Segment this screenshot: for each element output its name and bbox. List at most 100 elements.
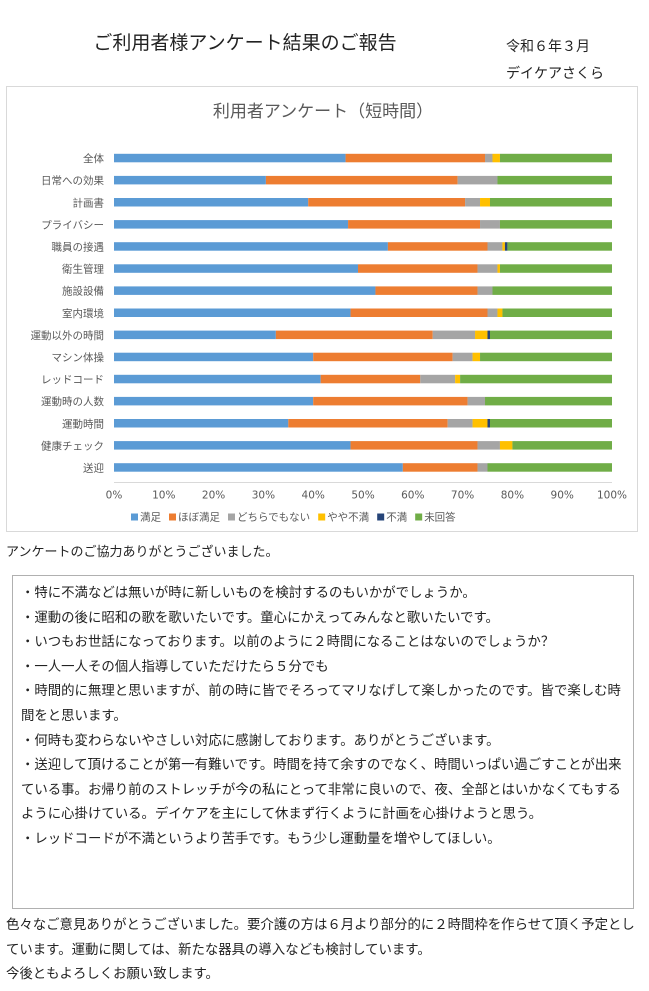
survey-chart-svg: 利用者アンケート（短時間） 全体日常への効果計画書プライバシー職員の接遇衛生管理施… — [31, 102, 628, 524]
closing-text: 色々なご意見ありがとうございました。要介護の方は６月より部分的に２時間枠を作らせ… — [6, 914, 642, 988]
bar-segment — [114, 286, 376, 295]
bar-segment — [348, 220, 481, 229]
x-tick-label: 0% — [106, 490, 123, 502]
bar-segment — [114, 308, 351, 317]
x-tick-label: 100% — [597, 490, 627, 502]
bar-segment — [499, 220, 612, 229]
bar-segment — [489, 198, 612, 207]
page-title: ご利用者様アンケート結果のご報告 — [93, 32, 397, 54]
category-label: プライバシー — [41, 219, 104, 231]
chart-title: 利用者アンケート（短時間） — [213, 102, 433, 122]
legend-label: ほぼ満足 — [178, 512, 220, 524]
bar-segment — [114, 396, 314, 406]
bar-segment — [387, 242, 488, 251]
bar-segment — [375, 286, 478, 295]
legend-swatch — [318, 513, 326, 521]
category-label: 日常への効果 — [41, 174, 104, 187]
bar-segment — [114, 463, 403, 472]
bar-segment — [477, 264, 498, 273]
bar-segment — [114, 374, 321, 384]
legend-swatch — [415, 513, 423, 521]
legend-swatch — [228, 513, 235, 521]
bar-segment — [489, 330, 612, 340]
bar-segment — [477, 441, 500, 450]
bar-segment — [487, 330, 490, 340]
bar-segment — [497, 264, 500, 273]
bar-segment — [455, 374, 461, 384]
report-date: 令和６年３月 — [506, 39, 590, 55]
bar-segment — [447, 419, 473, 428]
category-label: 職員の接遇 — [52, 240, 105, 253]
bar-segment — [350, 308, 488, 317]
bar-segment — [487, 419, 490, 428]
organization-name: デイケアさくら — [506, 66, 604, 82]
bar-segment — [114, 441, 351, 450]
bar-segment — [275, 330, 433, 340]
bar-segment — [457, 175, 498, 185]
bar-segment — [485, 396, 612, 406]
bar-segment — [504, 242, 508, 251]
bar-segment — [114, 220, 349, 229]
bar-segment — [507, 242, 612, 251]
bar-segment — [288, 419, 448, 428]
category-label: 運動時の人数 — [41, 395, 104, 408]
survey-chart: 利用者アンケート（短時間） 全体 日常への効果 計画書 プライバシー 職員の接遇 衛生管理施… — [6, 86, 638, 532]
comment-item: ・いつもお世話になっております。以前のように２時間になることはないのでしょうか？ — [21, 635, 555, 651]
legend-label: やや不満 — [327, 512, 369, 524]
bar-segment — [358, 264, 478, 273]
legend-label: 満足 — [140, 512, 161, 524]
x-tick-label: 50% — [351, 490, 374, 502]
legend-swatch — [131, 513, 138, 521]
bar-segment — [313, 352, 453, 362]
category-label: 全体 — [83, 152, 104, 165]
bar-segment — [114, 175, 266, 185]
bar-segment — [485, 153, 493, 163]
bar-segment — [460, 374, 612, 384]
x-tick-label: 30% — [252, 490, 275, 502]
closing-line: 今後ともよろしくお願い致します。 — [6, 967, 219, 983]
thanks-text: アンケートのご協力ありがとうございました。 — [6, 545, 279, 560]
legend-swatch — [377, 513, 385, 521]
bar-segment — [492, 153, 500, 163]
bar-segment — [497, 308, 503, 317]
comment-item: ・何時も変わらないやさしい対応に感謝しております。ありがとうございます。 — [21, 733, 500, 749]
category-label: 衛生管理 — [62, 263, 104, 276]
x-tick-label: 10% — [152, 490, 175, 502]
category-label: 運動時間 — [62, 417, 104, 430]
bar-segment — [350, 441, 478, 450]
bar-segment — [502, 242, 505, 251]
bar-segment — [475, 330, 488, 340]
bar-segment — [114, 419, 289, 428]
bar-segment — [114, 352, 314, 362]
bar-segment — [114, 264, 359, 273]
bar-segment — [308, 198, 466, 207]
bar-segment — [492, 286, 612, 295]
comments-box: ・特に不満などは無いが時に新しいものを検討するのもいかがでしょうか。 ・運動の後… — [12, 575, 634, 909]
bar-segment — [512, 441, 612, 450]
bar-segment — [265, 175, 458, 185]
category-label: レッドコード — [41, 374, 104, 386]
comment-item: ・特に不満などは無いが時に新しいものを検討するのもいかがでしょうか。 — [21, 586, 476, 601]
category-label: マシン体操 — [52, 351, 105, 364]
bar-segment — [480, 220, 500, 229]
x-tick-label: 70% — [451, 490, 474, 502]
bar-segment — [432, 330, 476, 340]
bar-segment — [487, 308, 498, 317]
comment-item: ・時間的に無理と思いますが、前の時に皆でそろってマリなげして楽しかったのです。皆… — [21, 684, 621, 724]
category-label: 室内環境 — [62, 307, 104, 320]
bar-segment — [465, 198, 481, 207]
bar-segment — [472, 352, 481, 362]
bar-segment — [114, 330, 276, 340]
bar-segment — [320, 374, 421, 384]
bar-segment — [477, 286, 493, 295]
bar-segment — [114, 153, 346, 163]
bar-segment — [477, 463, 488, 472]
bar-segment — [499, 153, 612, 163]
legend-swatch — [169, 513, 176, 521]
legend-label: どちらでもない — [237, 512, 310, 524]
legend-label: 不満 — [386, 512, 407, 524]
x-tick-label: 20% — [202, 490, 225, 502]
x-tick-label: 40% — [302, 490, 325, 502]
bar-segment — [502, 308, 612, 317]
bar-segment — [499, 264, 612, 273]
